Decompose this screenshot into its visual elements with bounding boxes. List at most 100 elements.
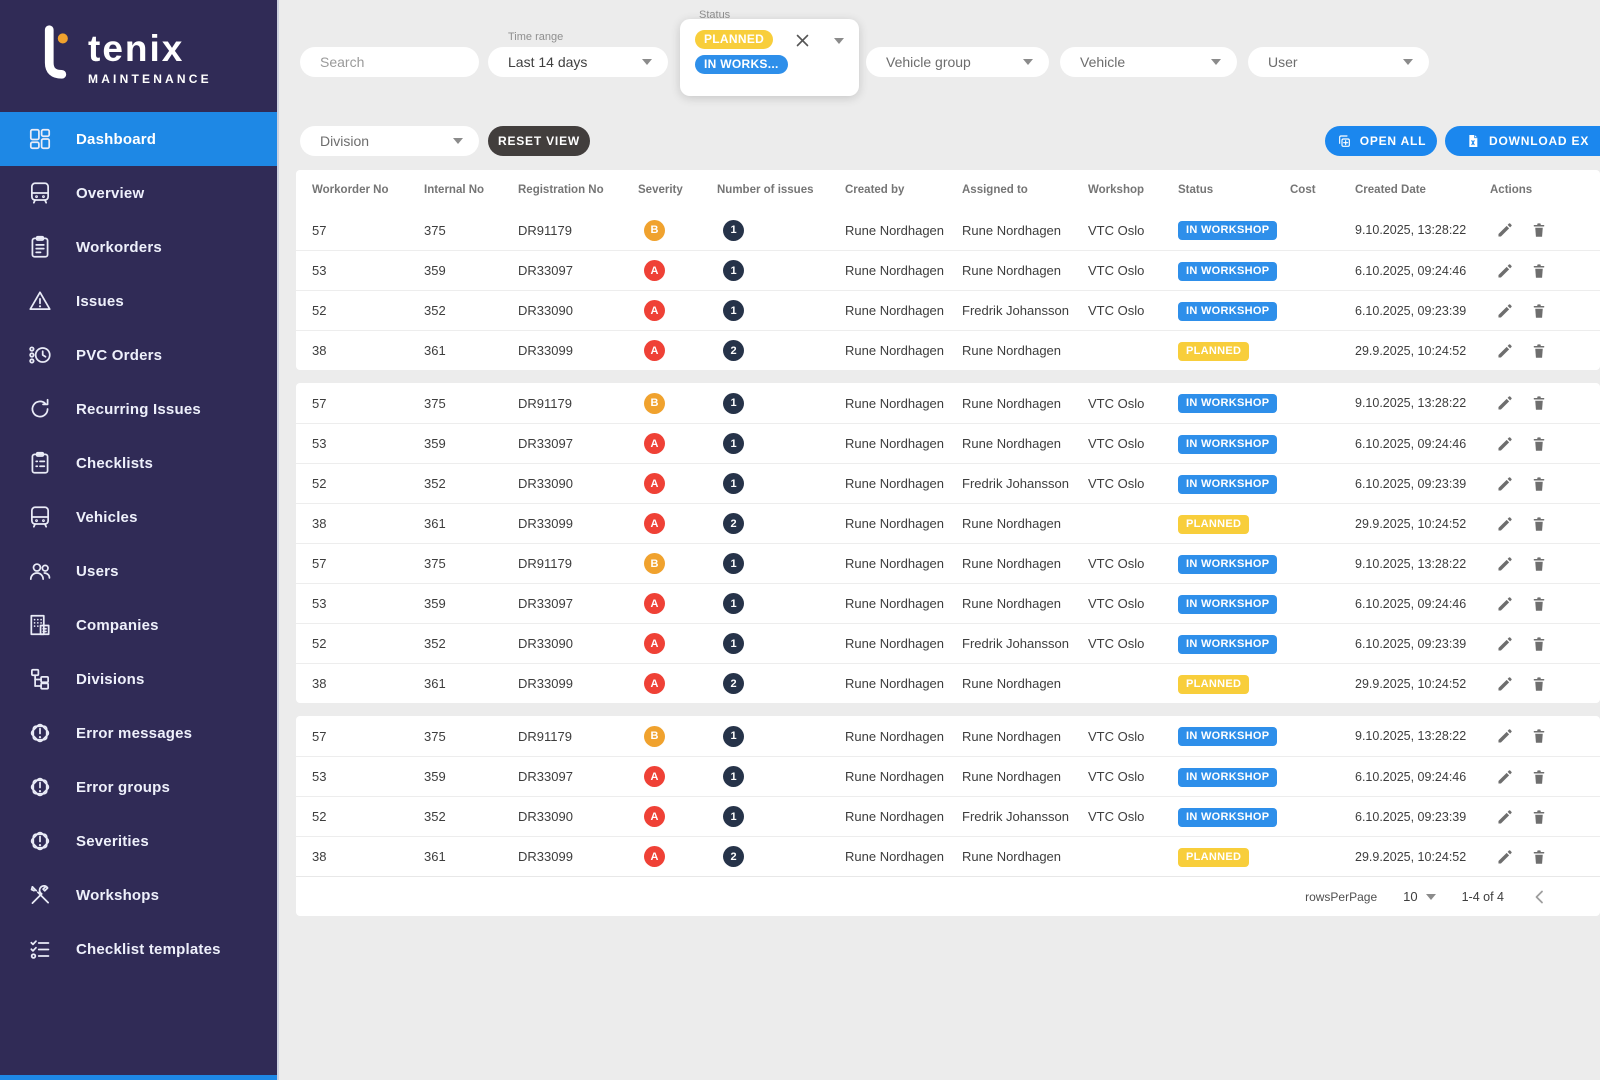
edit-icon[interactable] — [1496, 221, 1514, 239]
vehicle-select[interactable]: Vehicle — [1060, 47, 1237, 77]
division-select[interactable]: Division — [300, 126, 479, 156]
table-row[interactable]: 53 359 DR33097 A 1 Rune Nordhagen Rune Nordhag… — [296, 423, 1600, 463]
table-row[interactable]: 38 361 DR33099 A 2 Rune Nordhagen Rune Nordhag… — [296, 330, 1600, 370]
sidebar-item-checklist-templates[interactable]: Checklist templates — [0, 922, 277, 976]
user-select[interactable]: User — [1248, 47, 1429, 77]
delete-icon[interactable] — [1530, 515, 1548, 533]
delete-icon[interactable] — [1530, 727, 1548, 745]
table-row[interactable]: 57 375 DR91179 B 1 Rune Nordhagen Rune Nordhag… — [296, 716, 1600, 756]
edit-icon[interactable] — [1496, 727, 1514, 745]
reset-view-button[interactable]: RESET VIEW — [488, 126, 590, 156]
sidebar-item-recurring-issues[interactable]: Recurring Issues — [0, 382, 277, 436]
edit-icon[interactable] — [1496, 394, 1514, 412]
edit-icon[interactable] — [1496, 515, 1514, 533]
table-row[interactable]: 38 361 DR33099 A 2 Rune Nordhagen Rune Nordhag… — [296, 503, 1600, 543]
open-all-button[interactable]: OPEN ALL — [1325, 126, 1437, 156]
delete-icon[interactable] — [1530, 302, 1548, 320]
table-row[interactable]: 52 352 DR33090 A 1 Rune Nordhagen Fredrik Joha… — [296, 796, 1600, 836]
cell-created-by: Rune Nordhagen — [845, 849, 945, 864]
clear-status-icon[interactable] — [794, 32, 811, 49]
edit-icon[interactable] — [1496, 342, 1514, 360]
sidebar-item-label: Checklists — [76, 454, 154, 472]
sidebar-item-companies[interactable]: Companies — [0, 598, 277, 652]
severity-badge: A — [644, 433, 665, 454]
sidebar-item-overview[interactable]: Overview — [0, 166, 277, 220]
edit-icon[interactable] — [1496, 435, 1514, 453]
sidebar-item-issues[interactable]: Issues — [0, 274, 277, 328]
cell-internal-no: 375 — [424, 222, 446, 238]
time-range-value: Last 14 days — [508, 54, 588, 70]
sidebar-item-checklists[interactable]: Checklists — [0, 436, 277, 490]
col-cost: Cost — [1290, 184, 1316, 196]
delete-icon[interactable] — [1530, 595, 1548, 613]
cell-created-date: 9.10.2025, 13:28:22 — [1355, 729, 1467, 743]
cell-registration-no: DR33099 — [518, 343, 573, 358]
previous-page-button[interactable] — [1530, 887, 1550, 907]
status-badge: PLANNED — [1178, 514, 1250, 534]
delete-icon[interactable] — [1530, 635, 1548, 653]
delete-icon[interactable] — [1530, 435, 1548, 453]
cell-workshop: VTC Oslo — [1088, 436, 1145, 451]
rows-per-page-label: rowsPerPage — [1305, 889, 1378, 904]
table-row[interactable]: 53 359 DR33097 A 1 Rune Nordhagen Rune Nordhag… — [296, 756, 1600, 796]
table-row[interactable]: 53 359 DR33097 A 1 Rune Nordhagen Rune Nordhag… — [296, 583, 1600, 623]
delete-icon[interactable] — [1530, 342, 1548, 360]
cell-workorder-no: 52 — [312, 476, 327, 491]
edit-icon[interactable] — [1496, 595, 1514, 613]
table-row[interactable]: 57 375 DR91179 B 1 Rune Nordhagen Rune Nordhag… — [296, 383, 1600, 423]
edit-icon[interactable] — [1496, 635, 1514, 653]
cell-workorder-no: 38 — [312, 516, 327, 531]
sidebar-item-error-messages[interactable]: Error messages — [0, 706, 277, 760]
sidebar-item-severities[interactable]: Severities — [0, 814, 277, 868]
delete-icon[interactable] — [1530, 475, 1548, 493]
edit-icon[interactable] — [1496, 262, 1514, 280]
delete-icon[interactable] — [1530, 555, 1548, 573]
sidebar-item-vehicles[interactable]: Vehicles — [0, 490, 277, 544]
table-row[interactable]: 38 361 DR33099 A 2 Rune Nordhagen Rune Nordhag… — [296, 836, 1600, 876]
sidebar-item-workshops[interactable]: Workshops — [0, 868, 277, 922]
sidebar-item-dashboard[interactable]: Dashboard — [0, 112, 277, 166]
delete-icon[interactable] — [1530, 262, 1548, 280]
sidebar-item-workorders[interactable]: Workorders — [0, 220, 277, 274]
table-row[interactable]: 38 361 DR33099 A 2 Rune Nordhagen Rune Nordhag… — [296, 663, 1600, 703]
table-row[interactable]: 52 352 DR33090 A 1 Rune Nordhagen Fredrik Joha… — [296, 463, 1600, 503]
delete-icon[interactable] — [1530, 221, 1548, 239]
delete-icon[interactable] — [1530, 768, 1548, 786]
sidebar-item-divisions[interactable]: Divisions — [0, 652, 277, 706]
edit-icon[interactable] — [1496, 808, 1514, 826]
cell-workorder-no: 52 — [312, 636, 327, 651]
edit-icon[interactable] — [1496, 848, 1514, 866]
search-input[interactable] — [300, 47, 479, 77]
table-row[interactable]: 52 352 DR33090 A 1 Rune Nordhagen Fredrik Joha… — [296, 623, 1600, 663]
edit-icon[interactable] — [1496, 475, 1514, 493]
table-row[interactable]: 57 375 DR91179 B 1 Rune Nordhagen Rune Nordhag… — [296, 210, 1600, 250]
sidebar-item-error-groups[interactable]: Error groups — [0, 760, 277, 814]
status-chevron-down-icon[interactable] — [834, 38, 844, 44]
table-row[interactable]: 53 359 DR33097 A 1 Rune Nordhagen Rune Nordhag… — [296, 250, 1600, 290]
edit-icon[interactable] — [1496, 302, 1514, 320]
time-range-select[interactable]: Last 14 days — [488, 47, 668, 77]
division-value: Division — [320, 133, 370, 149]
sidebar-item-users[interactable]: Users — [0, 544, 277, 598]
sidebar-item-pvc-orders[interactable]: PVC Orders — [0, 328, 277, 382]
workorders-table: Workorder No Internal No Registration No… — [296, 170, 1600, 929]
edit-icon[interactable] — [1496, 675, 1514, 693]
status-badge: PLANNED — [1178, 847, 1250, 867]
status-filter[interactable]: PLANNED IN WORKS... — [680, 19, 859, 96]
delete-icon[interactable] — [1530, 675, 1548, 693]
status-chip-planned[interactable]: PLANNED — [695, 30, 774, 49]
status-badge: IN WORKSHOP — [1178, 634, 1278, 654]
sidebar-item-label: Dashboard — [76, 130, 157, 148]
table-row[interactable]: 57 375 DR91179 B 1 Rune Nordhagen Rune Nordhag… — [296, 543, 1600, 583]
delete-icon[interactable] — [1530, 848, 1548, 866]
status-chip-in-workshop[interactable]: IN WORKS... — [695, 55, 788, 74]
download-excel-button[interactable]: DOWNLOAD EX — [1445, 126, 1600, 156]
edit-icon[interactable] — [1496, 555, 1514, 573]
table-row[interactable]: 52 352 DR33090 A 1 Rune Nordhagen Fredrik Joha… — [296, 290, 1600, 330]
rows-per-page-select[interactable]: 10 — [1403, 889, 1436, 904]
delete-icon[interactable] — [1530, 808, 1548, 826]
delete-icon[interactable] — [1530, 394, 1548, 412]
cell-assigned-to: Rune Nordhagen — [962, 343, 1062, 358]
vehicle-group-select[interactable]: Vehicle group — [866, 47, 1049, 77]
edit-icon[interactable] — [1496, 768, 1514, 786]
